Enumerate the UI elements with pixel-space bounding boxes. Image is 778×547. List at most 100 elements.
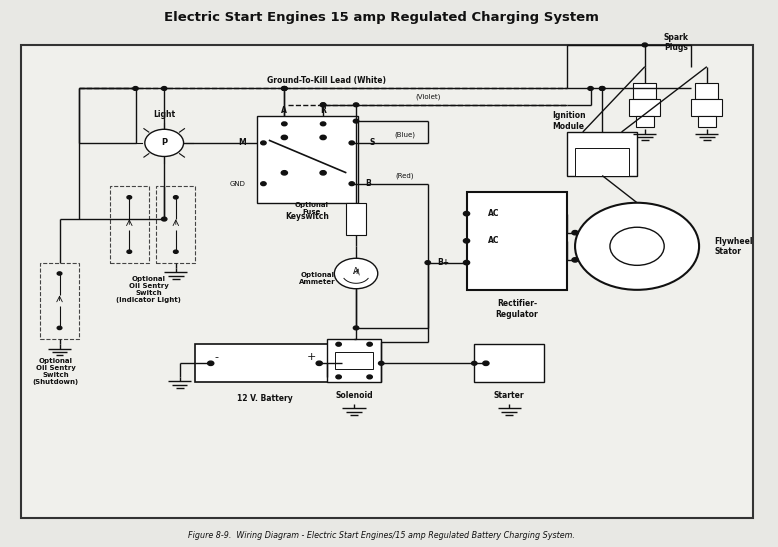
Text: Electric Start Engines 15 amp Regulated Charging System: Electric Start Engines 15 amp Regulated … xyxy=(164,11,599,24)
Text: Figure 8-9.  Wiring Diagram - Electric Start Engines/15 amp Regulated Battery Ch: Figure 8-9. Wiring Diagram - Electric St… xyxy=(187,531,575,540)
Bar xyxy=(327,339,381,382)
Text: Optional
Ammeter: Optional Ammeter xyxy=(299,272,335,286)
Bar xyxy=(21,45,753,519)
Circle shape xyxy=(349,182,355,185)
Circle shape xyxy=(335,258,378,289)
Circle shape xyxy=(145,129,184,156)
Circle shape xyxy=(425,261,430,265)
Circle shape xyxy=(282,86,287,90)
Bar xyxy=(335,352,373,369)
Circle shape xyxy=(162,217,167,221)
Text: B: B xyxy=(366,179,371,188)
Circle shape xyxy=(320,135,326,139)
Circle shape xyxy=(261,141,266,145)
Circle shape xyxy=(173,196,178,199)
Circle shape xyxy=(127,196,131,199)
Text: A: A xyxy=(353,267,359,276)
Text: AC: AC xyxy=(488,209,499,218)
Circle shape xyxy=(58,327,62,329)
Bar xyxy=(575,148,629,176)
Circle shape xyxy=(162,86,167,90)
Circle shape xyxy=(483,361,489,365)
Text: Ground-To-Kill Lead (White): Ground-To-Kill Lead (White) xyxy=(268,76,387,85)
Text: Solenoid: Solenoid xyxy=(335,392,373,400)
Circle shape xyxy=(588,86,594,90)
Circle shape xyxy=(572,230,578,235)
Bar xyxy=(346,203,366,235)
Circle shape xyxy=(464,260,470,265)
Circle shape xyxy=(282,86,287,90)
Text: A: A xyxy=(282,106,287,115)
Circle shape xyxy=(321,103,326,107)
Bar xyxy=(698,115,716,126)
Bar xyxy=(110,187,149,263)
Circle shape xyxy=(336,342,342,346)
Circle shape xyxy=(610,227,664,265)
Text: AC: AC xyxy=(488,236,499,246)
Text: Optional
Fuse: Optional Fuse xyxy=(295,202,328,214)
Text: Optional
Oil Sentry
Switch
(Shutdown): Optional Oil Sentry Switch (Shutdown) xyxy=(33,358,79,385)
Circle shape xyxy=(575,203,699,290)
Bar xyxy=(156,187,195,263)
Circle shape xyxy=(133,86,138,90)
Circle shape xyxy=(464,238,470,243)
Bar xyxy=(195,344,335,382)
Circle shape xyxy=(471,362,477,365)
Circle shape xyxy=(353,326,359,330)
Circle shape xyxy=(281,171,287,175)
Circle shape xyxy=(320,171,326,175)
Bar xyxy=(475,344,544,382)
Text: (Blue): (Blue) xyxy=(394,131,415,138)
Circle shape xyxy=(600,86,605,90)
Text: Starter: Starter xyxy=(494,392,524,400)
Text: -: - xyxy=(215,352,219,362)
Circle shape xyxy=(367,342,373,346)
Bar xyxy=(567,132,637,176)
Circle shape xyxy=(321,122,326,126)
Circle shape xyxy=(600,86,605,90)
Circle shape xyxy=(642,43,647,47)
Circle shape xyxy=(353,103,359,107)
Text: Light: Light xyxy=(153,110,175,119)
Circle shape xyxy=(379,362,384,365)
Text: S: S xyxy=(370,138,375,147)
Circle shape xyxy=(353,119,359,123)
Text: P: P xyxy=(161,138,167,147)
Text: +: + xyxy=(307,352,316,362)
Circle shape xyxy=(336,375,342,379)
Bar xyxy=(258,115,358,203)
Circle shape xyxy=(173,250,178,253)
Bar xyxy=(696,83,718,100)
Circle shape xyxy=(127,250,131,253)
Circle shape xyxy=(58,272,62,275)
Circle shape xyxy=(316,361,322,365)
Text: (Red): (Red) xyxy=(395,172,414,179)
Text: R: R xyxy=(321,106,326,115)
Text: (Violet): (Violet) xyxy=(415,94,440,100)
Bar xyxy=(467,192,567,290)
Circle shape xyxy=(367,375,373,379)
Text: Flywheel
Stator: Flywheel Stator xyxy=(715,237,753,256)
Text: Ignition
Module: Ignition Module xyxy=(552,112,585,131)
Bar xyxy=(40,263,79,339)
Circle shape xyxy=(349,141,355,145)
Text: B+: B+ xyxy=(437,258,449,267)
Circle shape xyxy=(208,361,214,365)
Bar xyxy=(636,115,654,126)
Text: 12 V. Battery: 12 V. Battery xyxy=(237,394,293,403)
Circle shape xyxy=(282,122,287,126)
Text: Optional
Oil Sentry
Switch
(Indicator Light): Optional Oil Sentry Switch (Indicator Li… xyxy=(116,276,181,304)
Text: M: M xyxy=(238,138,246,147)
Text: GND: GND xyxy=(230,181,246,187)
Text: Keyswitch: Keyswitch xyxy=(286,212,330,221)
Circle shape xyxy=(281,135,287,139)
Bar xyxy=(692,100,722,115)
Text: Rectifier-
Regulator: Rectifier- Regulator xyxy=(496,299,538,318)
Circle shape xyxy=(282,86,287,90)
Text: Spark
Plugs: Spark Plugs xyxy=(664,32,689,52)
Bar xyxy=(633,83,657,100)
Circle shape xyxy=(321,103,326,107)
Circle shape xyxy=(464,212,470,216)
Bar xyxy=(629,100,661,115)
Circle shape xyxy=(572,258,578,262)
